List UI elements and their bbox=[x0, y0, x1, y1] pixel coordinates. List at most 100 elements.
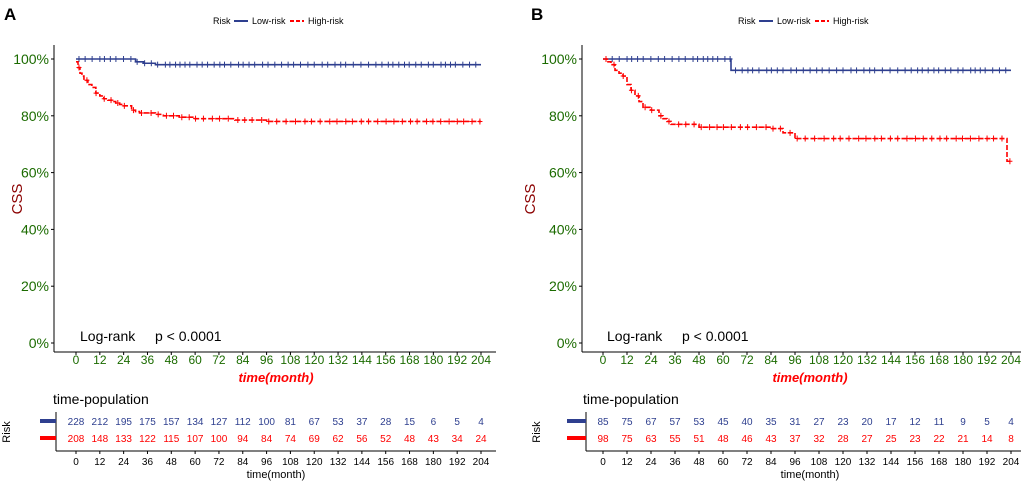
risk-count-low: 112 bbox=[235, 417, 251, 428]
risk-tick-label: 12 bbox=[621, 457, 633, 468]
risk-count-high: 75 bbox=[621, 434, 633, 445]
risk-count-low: 53 bbox=[693, 417, 705, 428]
risk-count-low: 5 bbox=[984, 417, 990, 428]
risk-tick-label: 108 bbox=[282, 457, 299, 468]
y-tick-label: 60% bbox=[21, 165, 49, 181]
x-tick-label: 108 bbox=[809, 353, 829, 367]
risk-count-low: 127 bbox=[211, 417, 228, 428]
logrank-pvalue: p < 0.0001 bbox=[682, 328, 749, 344]
x-tick-label: 72 bbox=[740, 353, 754, 367]
risk-tick-label: 24 bbox=[118, 457, 130, 468]
risk-count-high: 51 bbox=[693, 434, 705, 445]
x-tick-label: 36 bbox=[668, 353, 682, 367]
risk-count-low: 100 bbox=[258, 417, 275, 428]
risk-count-high: 148 bbox=[91, 434, 108, 445]
y-tick-label: 80% bbox=[549, 108, 577, 124]
risk-count-low: 11 bbox=[934, 417, 945, 428]
risk-count-low: 157 bbox=[163, 417, 180, 428]
panel-b: B Risk Low-risk High-risk CSS time(month… bbox=[522, 5, 1021, 481]
x-axis-label: time(month) bbox=[238, 370, 313, 385]
risk-count-low: 20 bbox=[861, 417, 873, 428]
x-tick-label: 156 bbox=[376, 353, 396, 367]
risk-tick-label: 72 bbox=[741, 457, 753, 468]
risk-count-high: 100 bbox=[211, 434, 228, 445]
risk-count-low: 67 bbox=[309, 417, 321, 428]
risk-tick-label: 0 bbox=[600, 457, 606, 468]
risk-count-low: 45 bbox=[717, 417, 729, 428]
risk-table-ylabel: Risk bbox=[1, 421, 13, 443]
risk-table-title: time-population bbox=[583, 391, 679, 407]
risk-tick-label: 60 bbox=[190, 457, 202, 468]
risk-tick-label: 72 bbox=[213, 457, 225, 468]
logrank-pvalue: p < 0.0001 bbox=[155, 328, 222, 344]
risk-count-low: 40 bbox=[741, 417, 753, 428]
x-tick-label: 192 bbox=[977, 353, 997, 367]
x-tick-label: 96 bbox=[260, 353, 274, 367]
risk-count-low: 5 bbox=[454, 417, 460, 428]
x-tick-label: 0 bbox=[73, 353, 80, 367]
risk-tick-label: 12 bbox=[94, 457, 106, 468]
risk-count-low: 12 bbox=[909, 417, 921, 428]
risk-count-high: 69 bbox=[309, 434, 321, 445]
risk-tick-label: 120 bbox=[835, 457, 852, 468]
legend-title: Risk bbox=[738, 16, 756, 26]
high-risk-curve bbox=[76, 61, 481, 123]
risk-count-low: 195 bbox=[115, 417, 132, 428]
risk-tick-label: 168 bbox=[401, 457, 418, 468]
x-tick-label: 108 bbox=[280, 353, 300, 367]
legend-title: Risk bbox=[213, 16, 231, 26]
risk-count-low: 81 bbox=[285, 417, 297, 428]
x-axis-label: time(month) bbox=[772, 370, 847, 385]
x-tick-label: 132 bbox=[857, 353, 877, 367]
x-tick-label: 156 bbox=[905, 353, 925, 367]
risk-tick-label: 180 bbox=[955, 457, 972, 468]
risk-count-low: 53 bbox=[332, 417, 344, 428]
x-tick-label: 144 bbox=[352, 353, 372, 367]
y-tick-label: 80% bbox=[21, 108, 49, 124]
risk-tick-label: 144 bbox=[354, 457, 371, 468]
risk-count-low: 17 bbox=[885, 417, 897, 428]
y-tick-label: 100% bbox=[541, 51, 577, 67]
risk-count-high: 37 bbox=[789, 434, 801, 445]
y-tick-label: 40% bbox=[21, 221, 49, 237]
risk-tick-label: 204 bbox=[473, 457, 490, 468]
risk-count-low: 31 bbox=[789, 417, 801, 428]
risk-tick-label: 192 bbox=[979, 457, 996, 468]
risk-table-ylabel: Risk bbox=[531, 421, 543, 443]
risk-tick-label: 36 bbox=[142, 457, 154, 468]
y-tick-label: 40% bbox=[549, 221, 577, 237]
risk-table-xlabel: time(month) bbox=[781, 469, 840, 481]
x-tick-label: 120 bbox=[833, 353, 853, 367]
risk-count-low: 4 bbox=[478, 417, 484, 428]
risk-tick-label: 84 bbox=[765, 457, 777, 468]
risk-count-high: 52 bbox=[380, 434, 392, 445]
risk-count-high: 74 bbox=[285, 434, 297, 445]
risk-count-high: 34 bbox=[452, 434, 464, 445]
risk-count-low: 175 bbox=[139, 417, 156, 428]
x-tick-label: 96 bbox=[788, 353, 802, 367]
x-tick-label: 72 bbox=[212, 353, 226, 367]
x-tick-label: 36 bbox=[141, 353, 155, 367]
x-tick-label: 48 bbox=[165, 353, 179, 367]
risk-tick-label: 36 bbox=[669, 457, 681, 468]
y-axis-label: CSS bbox=[9, 184, 26, 215]
risk-count-low: 75 bbox=[621, 417, 633, 428]
legend-low-label: Low-risk bbox=[777, 16, 811, 26]
risk-tick-label: 132 bbox=[330, 457, 347, 468]
risk-count-high: 28 bbox=[837, 434, 849, 445]
y-tick-label: 60% bbox=[549, 165, 577, 181]
risk-count-low: 212 bbox=[91, 417, 108, 428]
logrank-label: Log-rank bbox=[607, 328, 663, 344]
risk-count-high: 23 bbox=[909, 434, 921, 445]
risk-tick-label: 0 bbox=[73, 457, 79, 468]
y-tick-label: 0% bbox=[557, 335, 577, 351]
risk-count-high: 46 bbox=[741, 434, 753, 445]
risk-count-high: 62 bbox=[332, 434, 344, 445]
risk-count-high: 55 bbox=[669, 434, 681, 445]
high-risk-censor-marks bbox=[603, 56, 1013, 165]
risk-count-high: 43 bbox=[765, 434, 777, 445]
risk-count-low: 28 bbox=[380, 417, 392, 428]
legend-high-label: High-risk bbox=[308, 16, 344, 26]
risk-tick-label: 204 bbox=[1003, 457, 1020, 468]
